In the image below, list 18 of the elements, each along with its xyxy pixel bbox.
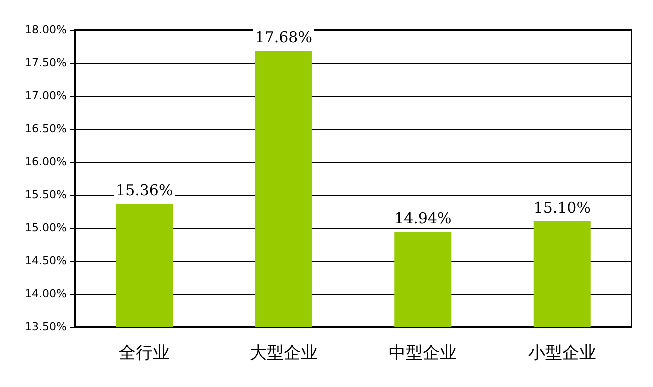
x-tick-label: 大型企业 xyxy=(250,344,318,364)
data-label: 14.94% xyxy=(394,209,452,228)
data-label: 15.10% xyxy=(534,198,591,217)
y-tick-label: 18.00% xyxy=(25,24,67,36)
x-tick-label: 中型企业 xyxy=(389,344,458,364)
y-tick-label: 16.00% xyxy=(25,156,67,168)
y-tick-label: 15.50% xyxy=(25,188,67,202)
y-tick-label: 13.50% xyxy=(25,320,67,334)
data-label: 17.68% xyxy=(255,28,312,47)
x-tick-label: 小型企业 xyxy=(528,344,596,364)
x-tick-label: 全行业 xyxy=(119,344,170,364)
y-tick-label: 17.00% xyxy=(25,90,67,102)
y-tick-label: 14.50% xyxy=(25,254,67,268)
data-label: 15.36% xyxy=(116,182,174,200)
y-tick-label: 17.50% xyxy=(25,56,67,70)
y-tick-label: 14.00% xyxy=(25,288,67,300)
y-tick-label: 16.50% xyxy=(25,122,67,136)
y-tick-label: 15.00% xyxy=(25,222,67,234)
